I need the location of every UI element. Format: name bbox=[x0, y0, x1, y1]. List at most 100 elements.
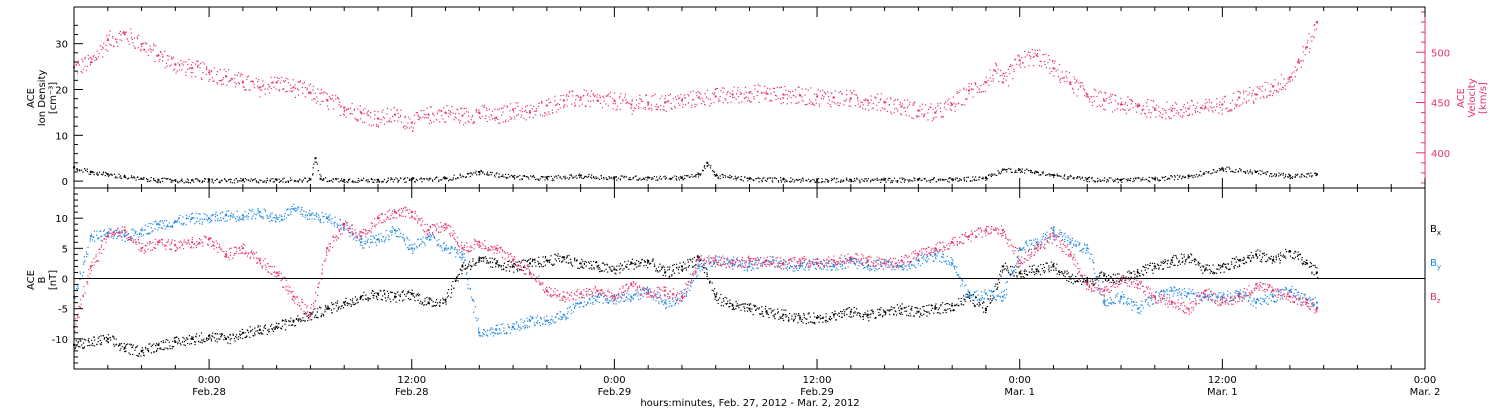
velocity-series-point bbox=[1120, 103, 1122, 106]
bx-series-point bbox=[475, 264, 477, 266]
velocity-series-point bbox=[426, 117, 428, 119]
bx-series-point bbox=[543, 261, 545, 263]
velocity-series-point bbox=[250, 80, 252, 82]
velocity-series-point bbox=[968, 89, 970, 92]
density-series-point bbox=[102, 172, 104, 174]
bx-series-point bbox=[478, 261, 480, 263]
bx-series-point bbox=[1104, 278, 1106, 280]
bx-series-point bbox=[1136, 270, 1138, 272]
density-series-point bbox=[551, 179, 553, 182]
bx-series-point bbox=[1282, 254, 1285, 256]
velocity-series-point bbox=[638, 107, 640, 110]
velocity-series-point bbox=[321, 100, 323, 102]
velocity-series-point bbox=[614, 101, 616, 103]
bx-series-point bbox=[442, 299, 445, 301]
bx-series-point bbox=[271, 324, 273, 326]
density-series-point bbox=[908, 180, 910, 183]
data-marks-layer bbox=[73, 21, 1319, 357]
velocity-series-point bbox=[770, 93, 772, 95]
density-series-point bbox=[521, 178, 523, 181]
velocity-series-point bbox=[622, 100, 624, 102]
bx-series-point bbox=[538, 262, 540, 264]
bx-series-point bbox=[870, 309, 872, 311]
bx-series-point bbox=[920, 314, 922, 316]
bx-series-point bbox=[559, 255, 561, 257]
bx-series-point bbox=[996, 288, 998, 290]
density-series-point bbox=[1073, 176, 1075, 179]
density-series-point bbox=[636, 179, 638, 181]
bx-series-point bbox=[204, 341, 206, 343]
velocity-series-point bbox=[145, 51, 147, 53]
velocity-series-point bbox=[503, 105, 505, 107]
velocity-series-point bbox=[360, 111, 363, 114]
velocity-series-point bbox=[195, 63, 197, 65]
bx-series-point bbox=[1136, 271, 1139, 274]
by-series-point bbox=[1187, 292, 1190, 295]
velocity-series-point bbox=[1065, 71, 1068, 73]
bx-series-point bbox=[733, 308, 735, 311]
density-series-point bbox=[302, 179, 305, 181]
bx-series-point bbox=[748, 303, 750, 305]
bx-series-point bbox=[150, 352, 152, 354]
density-series-point bbox=[843, 180, 845, 182]
bx-series-point bbox=[350, 305, 352, 308]
bx-series-point bbox=[1294, 250, 1296, 252]
bx-series-point bbox=[590, 267, 592, 269]
density-series-point bbox=[1054, 174, 1056, 176]
density-series-point bbox=[957, 180, 959, 182]
velocity-series-point bbox=[383, 123, 386, 125]
bx-series-point bbox=[1314, 266, 1316, 268]
bx-series-point bbox=[221, 335, 223, 337]
velocity-series-point bbox=[945, 109, 947, 111]
velocity-series-point bbox=[1136, 105, 1139, 108]
bx-series-point bbox=[591, 268, 593, 270]
bx-series-point bbox=[297, 320, 300, 322]
velocity-series-point bbox=[626, 101, 628, 103]
bx-series-point bbox=[169, 345, 171, 347]
bx-series-point bbox=[187, 342, 189, 345]
bx-series-point bbox=[147, 349, 149, 351]
bx-series-point bbox=[1064, 270, 1066, 272]
bx-series-point bbox=[827, 320, 829, 322]
velocity-series-point bbox=[1195, 111, 1197, 113]
velocity-series-point bbox=[792, 90, 794, 92]
bx-series-point bbox=[120, 343, 122, 345]
bx-series-point bbox=[904, 310, 906, 312]
velocity-series-point bbox=[557, 103, 559, 105]
bx-series-point bbox=[684, 263, 686, 265]
velocity-series-point bbox=[672, 98, 674, 100]
density-series-point bbox=[1091, 178, 1093, 180]
velocity-series-point bbox=[189, 67, 191, 69]
velocity-series-point bbox=[862, 104, 864, 106]
velocity-series-point bbox=[262, 80, 264, 82]
bx-series-point bbox=[1209, 272, 1211, 274]
bx-series-point bbox=[878, 312, 880, 314]
density-series-point bbox=[937, 179, 939, 181]
velocity-series-point bbox=[572, 95, 574, 97]
bx-series-point bbox=[690, 259, 692, 261]
velocity-series-point bbox=[1259, 97, 1262, 99]
density-series-point bbox=[1057, 175, 1059, 177]
bx-series-point bbox=[1301, 262, 1303, 264]
velocity-series-point bbox=[720, 90, 722, 92]
bx-series-point bbox=[417, 299, 419, 301]
bx-series-point bbox=[119, 349, 121, 351]
density-series-point bbox=[814, 181, 816, 183]
density-series-point bbox=[818, 182, 820, 184]
velocity-series-point bbox=[740, 93, 742, 96]
density-series-point bbox=[1301, 173, 1303, 175]
velocity-series-point bbox=[818, 105, 820, 107]
density-series-point bbox=[901, 178, 904, 180]
density-series-point bbox=[538, 179, 540, 181]
bx-series-point bbox=[1147, 268, 1149, 270]
velocity-series-point bbox=[1061, 77, 1063, 79]
density-series-point bbox=[1063, 175, 1065, 177]
bx-series-point bbox=[155, 350, 158, 353]
bx-series-point bbox=[1207, 269, 1209, 271]
bx-series-point bbox=[759, 313, 761, 315]
density-series-point bbox=[1053, 176, 1055, 178]
velocity-series-point bbox=[801, 99, 803, 101]
velocity-series-point bbox=[631, 106, 633, 108]
density-series-point bbox=[425, 178, 427, 180]
velocity-series-point bbox=[351, 113, 353, 115]
